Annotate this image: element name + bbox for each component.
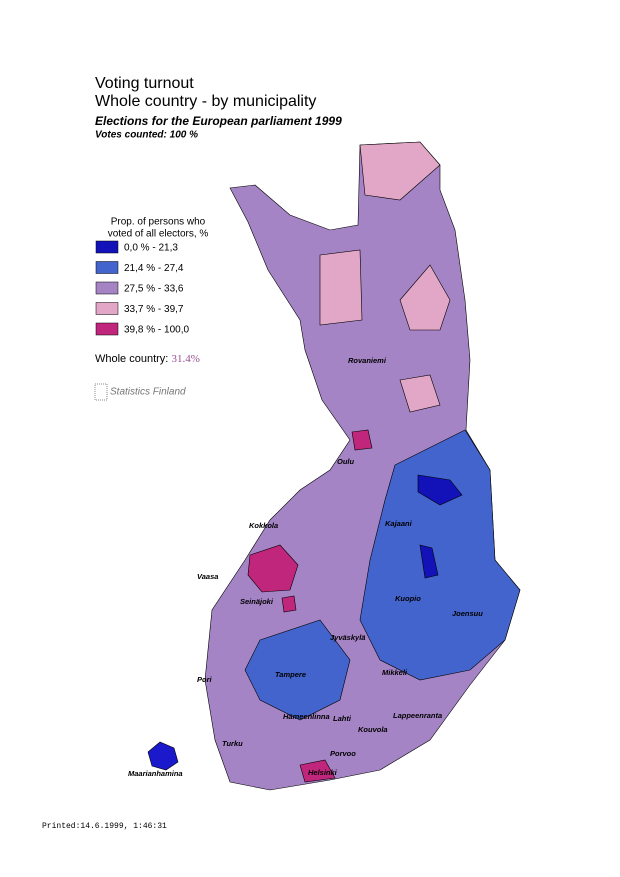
legend-swatch: [95, 281, 119, 295]
region: [319, 249, 363, 326]
legend-title: voted of all electors, %: [108, 229, 209, 240]
printed: Printed:14.6.1999, 1:46:31: [42, 822, 167, 831]
whole-country-value: 31.4%: [171, 353, 199, 365]
legend-label: 39,8 % - 100,0: [124, 325, 189, 336]
map: [147, 141, 521, 791]
legend-label: 0,0 % - 21,3: [124, 243, 178, 254]
city-label: Pori: [197, 675, 213, 684]
city-label: Helsinki: [308, 768, 338, 777]
city-label: Oulu: [337, 457, 354, 466]
subtitle: Whole country - by municipality: [95, 93, 316, 110]
legend-title: Prop. of persons who: [111, 217, 206, 228]
region: [359, 429, 521, 681]
region: [417, 474, 463, 506]
city-label: Vaasa: [197, 572, 218, 581]
city-label: Kokkola: [249, 521, 278, 530]
legend-label: 33,7 % - 39,7: [124, 304, 184, 315]
region: [281, 595, 297, 613]
city-label: Joensuu: [452, 609, 483, 618]
region: [419, 544, 439, 579]
title: Voting turnout: [95, 75, 194, 92]
region: [244, 619, 351, 721]
region: [299, 759, 336, 783]
city-label: Lahti: [333, 714, 352, 723]
legend-swatch: [95, 240, 119, 254]
city-label: Tampere: [275, 670, 306, 679]
logo-text: Statistics Finland: [110, 387, 186, 398]
region: [359, 141, 441, 201]
counted: Votes counted: 100 %: [95, 130, 198, 141]
city-label: Turku: [222, 739, 243, 748]
city-label: Kuopio: [395, 594, 421, 603]
city-label: Porvoo: [330, 749, 356, 758]
city-label: Hämeenlinna: [283, 712, 330, 721]
logo-mark: [94, 383, 108, 401]
city-label: Kouvola: [358, 725, 388, 734]
legend-swatch: [95, 302, 119, 315]
aland: [147, 741, 179, 771]
city-labels: Rovaniemi Oulu Kokkola Kajaani Vaasa Seinäjok…: [128, 356, 483, 778]
region: [399, 374, 441, 413]
city-label: Seinäjoki: [240, 597, 274, 606]
region: [399, 264, 451, 331]
region: [247, 544, 299, 593]
city-label: Rovaniemi: [348, 356, 387, 365]
legend: 0,0 % - 21,3 21,4 % - 27,4 27,5 % - 33,6 33…: [95, 240, 189, 336]
city-label: Jyväskylä: [330, 633, 365, 642]
legend-swatch: [95, 322, 119, 336]
city-label: Maarianhamina: [128, 769, 183, 778]
whole-country-label: Whole country:: [95, 353, 168, 365]
city-label: Mikkeli: [382, 668, 408, 677]
legend-swatch: [95, 261, 119, 274]
legend-label: 21,4 % - 27,4: [124, 263, 184, 274]
city-label: Lappeenranta: [393, 711, 442, 720]
logo: Statistics Finland: [94, 383, 186, 401]
city-label: Kajaani: [385, 519, 413, 528]
region: [351, 429, 373, 451]
election: Elections for the European parliament 19…: [95, 114, 342, 128]
whole-country: Whole country: 31.4%: [95, 353, 200, 365]
legend-label: 27,5 % - 33,6: [124, 284, 184, 295]
